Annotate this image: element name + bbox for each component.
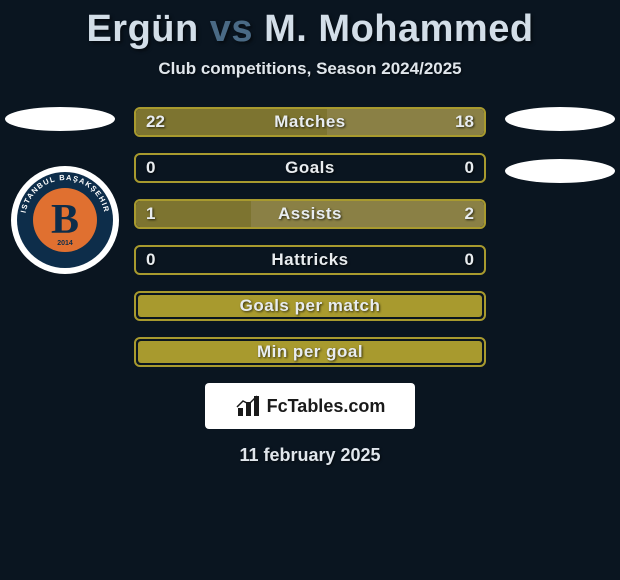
logo-text: FcTables.com	[267, 396, 386, 417]
comparison-title: Ergün vs M. Mohammed	[0, 0, 620, 51]
stat-label: Hattricks	[136, 247, 484, 273]
fctables-logo: FcTables.com	[205, 383, 415, 429]
main-content: ISTANBUL BAŞAKŞEHIR B 2014 2218Matches 00…	[0, 107, 620, 466]
stat-row: 00Goals	[134, 153, 486, 183]
stat-row: Goals per match	[134, 291, 486, 321]
club2-placeholder-icon	[505, 159, 615, 183]
club1-badge-icon: ISTANBUL BAŞAKŞEHIR B 2014	[10, 165, 120, 275]
svg-text:B: B	[51, 197, 79, 243]
chart-icon	[235, 394, 263, 418]
stat-label: Assists	[136, 201, 484, 227]
player2-placeholder-icon	[505, 107, 615, 131]
stat-label: Goals per match	[136, 293, 484, 319]
vs-text: vs	[210, 8, 253, 50]
stat-label: Matches	[136, 109, 484, 135]
svg-text:2014: 2014	[57, 240, 73, 247]
player1-placeholder-icon	[5, 107, 115, 131]
stat-label: Min per goal	[136, 339, 484, 365]
stat-label: Goals	[136, 155, 484, 181]
stat-row: 00Hattricks	[134, 245, 486, 275]
stat-row: 2218Matches	[134, 107, 486, 137]
stat-row: Min per goal	[134, 337, 486, 367]
date-label: 11 february 2025	[0, 445, 620, 466]
subtitle: Club competitions, Season 2024/2025	[0, 59, 620, 79]
player2-name: M. Mohammed	[264, 8, 533, 50]
stats-bars: 2218Matches 00Goals 12Assists 00Hattricks Go…	[134, 107, 486, 367]
player1-name: Ergün	[86, 8, 198, 50]
stat-row: 12Assists	[134, 199, 486, 229]
